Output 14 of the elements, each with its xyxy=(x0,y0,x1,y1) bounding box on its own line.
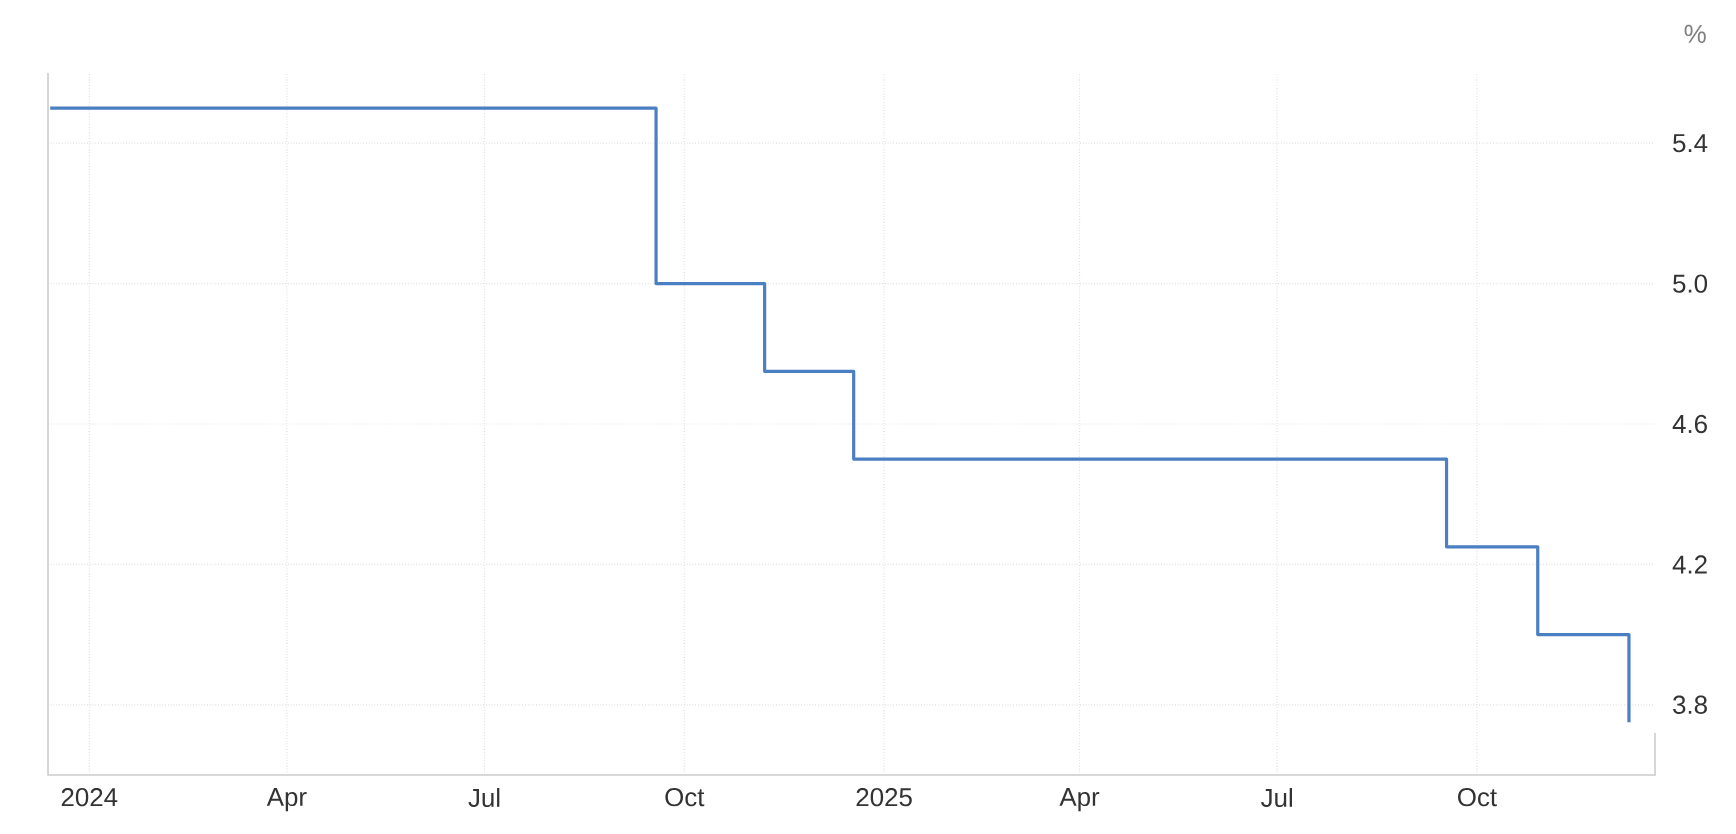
y-axis-title: % xyxy=(1684,24,1706,43)
y-tick-label: 5.0 xyxy=(1673,274,1708,293)
x-tick-label: Oct xyxy=(665,788,705,807)
y-tick-label: 3.8 xyxy=(1673,695,1707,714)
x-tick-label: Apr xyxy=(1059,788,1100,812)
x-tick-label: Apr xyxy=(266,788,307,812)
x-tick-label: Jul xyxy=(1261,788,1292,808)
x-tick-label: Jul xyxy=(468,788,500,808)
y-tick-label: 5.4 xyxy=(1673,134,1708,153)
y-tick-label: 4.2 xyxy=(1672,555,1707,574)
x-tick-label: 2024 xyxy=(61,788,118,807)
x-tick-label: Oct xyxy=(1458,788,1497,807)
x-tick-label: 2025 xyxy=(856,788,912,807)
y-tick-label: 4.6 xyxy=(1672,414,1707,434)
